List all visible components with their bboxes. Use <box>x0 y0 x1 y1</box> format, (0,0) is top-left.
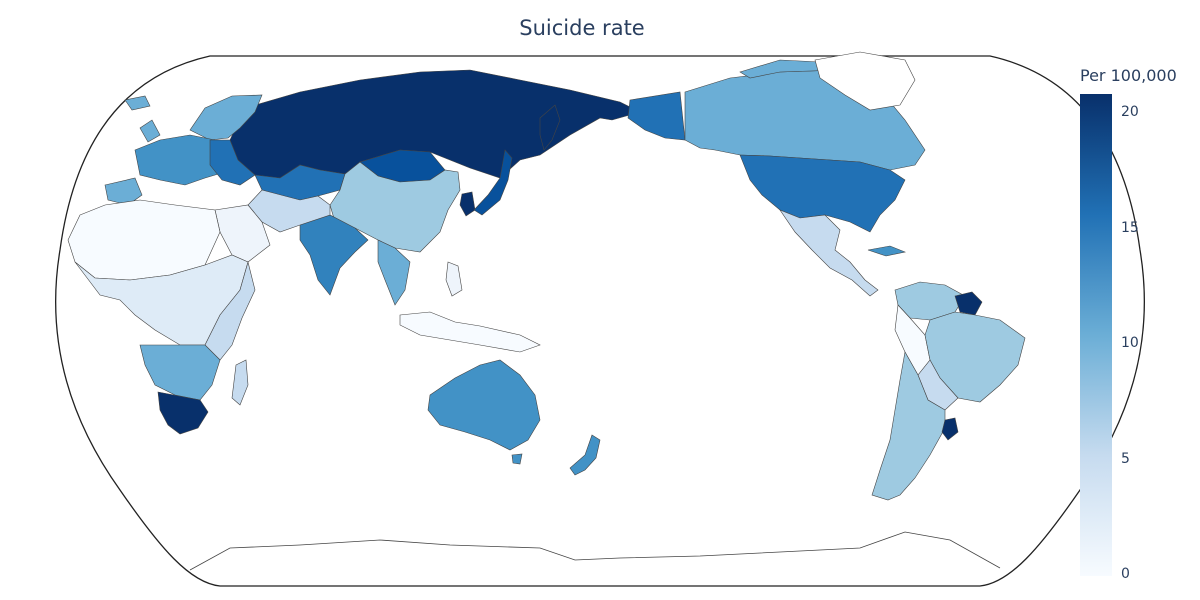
country-indonesia[interactable] <box>399 311 541 353</box>
country-southern-africa[interactable] <box>139 344 221 401</box>
country-usa[interactable] <box>739 154 906 233</box>
colorbar-tick-label: 10 <box>1121 335 1139 351</box>
colorbar-tick-label: 0 <box>1121 566 1130 582</box>
country-scandinavia[interactable] <box>189 94 263 141</box>
country-australia[interactable] <box>427 359 541 451</box>
country-new-zealand[interactable] <box>569 434 601 476</box>
country-tasmania[interactable] <box>511 453 523 465</box>
country-uk[interactable] <box>139 119 161 143</box>
colorbar <box>1080 94 1112 576</box>
country-alaska[interactable] <box>627 91 686 141</box>
country-guyana[interactable] <box>954 291 983 316</box>
country-eastern-europe[interactable] <box>209 139 256 186</box>
chart-title: Suicide rate <box>519 16 645 40</box>
country-uruguay[interactable] <box>941 417 959 441</box>
country-madagascar[interactable] <box>231 359 249 406</box>
country-greenland[interactable] <box>814 51 916 111</box>
colorbar-tick-label: 15 <box>1121 220 1139 236</box>
colorbar-tick-label: 20 <box>1121 104 1139 120</box>
country-east-africa[interactable] <box>204 260 256 361</box>
colorbar-tick-label: 5 <box>1121 451 1130 467</box>
country-antarctica <box>189 531 1001 571</box>
country-arabia[interactable] <box>214 204 271 263</box>
country-india[interactable] <box>299 214 369 296</box>
country-cuba[interactable] <box>867 245 907 257</box>
country-southeast-asia[interactable] <box>377 239 411 306</box>
country-iberia[interactable] <box>104 177 143 206</box>
country-south-africa[interactable] <box>157 391 209 435</box>
country-argentina[interactable] <box>871 351 946 501</box>
country-japan[interactable] <box>473 149 513 216</box>
country-mexico[interactable] <box>779 209 879 297</box>
legend-title: Per 100,000 <box>1080 66 1177 85</box>
country-philippines[interactable] <box>445 261 463 297</box>
country-russia-kamchatka[interactable] <box>539 104 561 151</box>
country-iceland[interactable] <box>124 95 151 111</box>
country-korea[interactable] <box>459 191 476 217</box>
